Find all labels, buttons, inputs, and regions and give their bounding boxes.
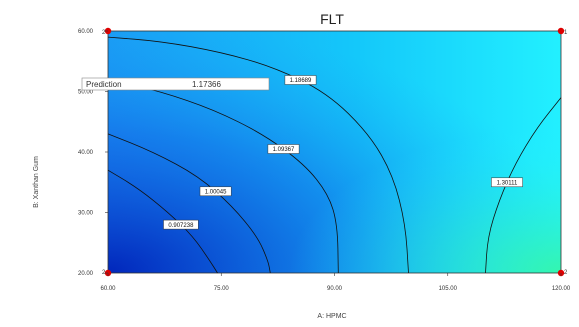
prediction-label: Prediction <box>86 80 122 89</box>
prediction-tooltip: Prediction 1.17366 <box>81 77 270 91</box>
x-axis-ticks: 60.00 75.00 90.00 105.00 120.00 <box>100 273 571 292</box>
contour-label: 1.00045 <box>199 186 232 197</box>
contour-label-text: 1.00045 <box>205 190 227 196</box>
contour-label-box <box>163 219 199 230</box>
y-tick-label: 40.00 <box>78 150 94 156</box>
y-tick-label: 50.00 <box>78 90 94 96</box>
y-tick-label: 20.00 <box>78 271 94 277</box>
plot-area: 0.907238 1.00045 1.09367 1.18689 1.30111 2 2 1… <box>102 27 568 277</box>
design-point-count: 2 <box>102 30 106 36</box>
contour-label: 1.30111 <box>491 177 523 188</box>
prediction-box-background <box>81 77 270 91</box>
contour-line <box>485 97 562 274</box>
x-axis-label: A: HPMC <box>317 313 346 320</box>
design-point-count: 2 <box>564 270 568 276</box>
prediction-value: 1.17366 <box>192 80 221 89</box>
x-tick-label: 120.00 <box>552 286 571 292</box>
y-tick-label: 30.00 <box>78 211 94 217</box>
chart-title: FLT <box>320 11 344 27</box>
y-axis-ticks: 20.00 30.00 40.00 50.00 60.00 <box>78 29 108 277</box>
x-tick-label: 75.00 <box>214 286 230 292</box>
contour-label-box <box>199 186 232 197</box>
design-point <box>557 27 565 35</box>
y-tick-label: 60.00 <box>78 29 94 35</box>
contour-label-text: 0.907238 <box>168 223 194 229</box>
response-surface-high-region <box>108 31 561 273</box>
contour-label-box <box>267 144 300 154</box>
contour-labels: 0.907238 1.00045 1.09367 1.18689 1.30111 <box>163 75 523 230</box>
contour-label: 0.907238 <box>163 219 199 230</box>
design-point-count: 1 <box>564 30 568 36</box>
x-tick-label: 105.00 <box>439 286 458 292</box>
contour-label: 1.18689 <box>284 75 317 85</box>
design-point-count: 2 <box>102 270 106 276</box>
contour-label-text: 1.18689 <box>290 78 312 84</box>
x-tick-label: 90.00 <box>327 286 343 292</box>
contour-label-text: 1.09367 <box>273 147 295 153</box>
contour-line <box>107 169 218 274</box>
contour-label-text: 1.30111 <box>497 180 518 186</box>
contour-label: 1.09367 <box>267 144 300 154</box>
y-axis-label: B: Xanthan Gum <box>33 156 40 208</box>
x-tick-label: 60.00 <box>100 286 116 292</box>
contour-label-box <box>491 177 523 188</box>
contour-label-box <box>284 75 317 85</box>
